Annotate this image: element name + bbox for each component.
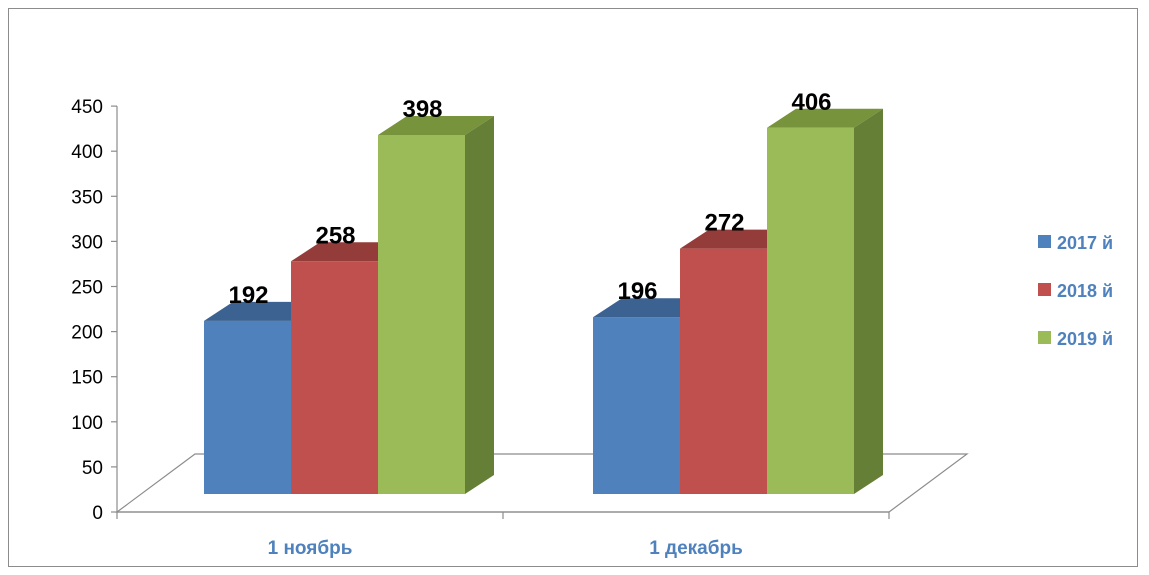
x-axis: 1 ноябрь 1 декабрь <box>116 511 890 559</box>
bar-chart: 0 50 100 150 200 250 300 350 400 450 192 258 398 196… <box>71 89 1113 559</box>
legend-swatch <box>1038 331 1051 344</box>
y-tick-label: 350 <box>71 187 103 208</box>
y-tick-label: 400 <box>71 142 103 163</box>
chart-frame: 0 50 100 150 200 250 300 350 400 450 192 258 398 196… <box>8 8 1138 567</box>
y-tick-label: 450 <box>71 97 103 118</box>
bar-top <box>378 116 494 136</box>
legend-swatch <box>1038 235 1051 248</box>
data-label-2017-й-1-декабрь: 196 <box>617 278 657 305</box>
bars <box>204 108 883 495</box>
bar-side <box>854 108 883 495</box>
y-tick-label: 250 <box>71 278 103 299</box>
y-tick-label: 150 <box>71 368 103 389</box>
x-category-label: 1 ноябрь <box>268 538 353 559</box>
y-tick-label: 50 <box>82 458 103 479</box>
data-label-2019-й-1-декабрь: 406 <box>791 89 831 116</box>
bar-front <box>593 317 680 494</box>
bar-side <box>465 116 494 494</box>
y-tick-label: 200 <box>71 323 103 344</box>
bar-2019-й-1-декабрь <box>767 108 883 495</box>
bar-front <box>767 127 854 495</box>
legend-entry: 2019 й <box>1057 329 1113 349</box>
y-tick-label: 300 <box>71 232 103 253</box>
y-tick-label: 0 <box>92 503 103 524</box>
data-label-2017-й-1-ноябрь: 192 <box>228 282 268 309</box>
data-label-2019-й-1-ноябрь: 398 <box>402 96 442 123</box>
data-label-2018-й-1-декабрь: 272 <box>704 210 744 237</box>
bar-top <box>767 108 883 128</box>
bar-front <box>378 135 465 494</box>
bar-front <box>291 261 378 494</box>
legend: 2017 й 2018 й 2019 й <box>1038 233 1113 349</box>
legend-entry: 2018 й <box>1057 281 1113 301</box>
y-axis: 0 50 100 150 200 250 300 350 400 450 <box>71 97 118 524</box>
bar-2019-й-1-ноябрь <box>378 116 494 494</box>
data-label-2018-й-1-ноябрь: 258 <box>315 222 355 249</box>
bar-front <box>680 248 767 494</box>
legend-swatch <box>1038 283 1051 296</box>
y-tick-label: 100 <box>71 413 103 434</box>
bar-front <box>204 320 291 494</box>
legend-entry: 2017 й <box>1057 233 1113 253</box>
x-category-label: 1 декабрь <box>649 538 743 559</box>
data-labels: 192 258 398 196 272 406 <box>228 89 831 309</box>
